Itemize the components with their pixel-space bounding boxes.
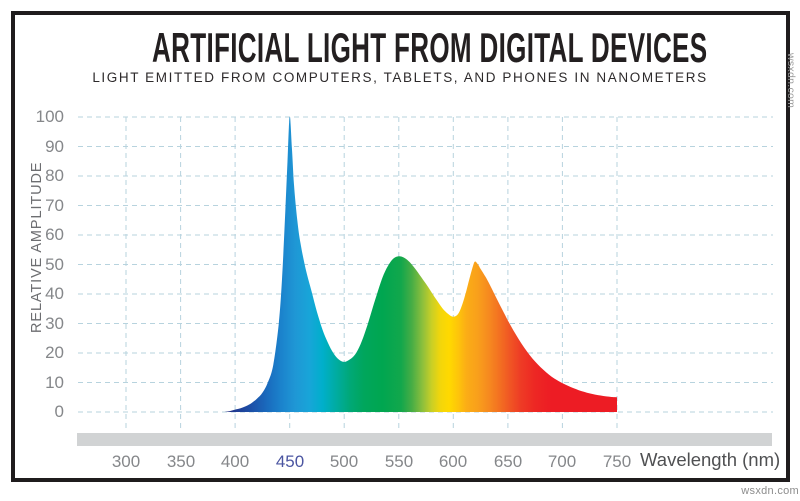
x-tick-label-300: 300 xyxy=(111,452,141,471)
y-tick-label-20: 20 xyxy=(45,343,64,362)
chart-frame xyxy=(11,11,790,482)
y-tick-label-100: 100 xyxy=(35,107,64,126)
y-tick-label-0: 0 xyxy=(54,402,64,421)
x-tick-label-550: 550 xyxy=(384,452,414,471)
x-tick-label-700: 700 xyxy=(547,452,577,471)
y-tick-label-40: 40 xyxy=(45,284,64,303)
y-tick-label-60: 60 xyxy=(45,225,64,244)
x-axis-title: Wavelength (nm) xyxy=(640,449,781,470)
y-tick-label-10: 10 xyxy=(45,373,64,392)
watermark-right-side: wsxdn.com xyxy=(785,53,797,109)
emission-spectrum-area xyxy=(224,116,617,412)
y-tick-label-30: 30 xyxy=(45,314,64,333)
watermark-bottom-right: wsxdn.com xyxy=(741,485,799,497)
y-tick-label-50: 50 xyxy=(45,255,64,274)
x-tick-label-750: 750 xyxy=(602,452,632,471)
x-tick-label-450: 450 xyxy=(275,452,305,471)
x-tick-label-650: 650 xyxy=(493,452,523,471)
y-tick-label-80: 80 xyxy=(45,166,64,185)
x-axis-strip xyxy=(77,433,772,446)
chart-title: ARTIFICIAL LIGHT FROM DIGITAL DEVICES xyxy=(152,24,708,71)
chart-subtitle: LIGHT EMITTED FROM COMPUTERS, TABLETS, A… xyxy=(92,70,708,85)
y-tick-label-70: 70 xyxy=(45,196,64,215)
x-tick-label-600: 600 xyxy=(438,452,468,471)
x-tick-label-400: 400 xyxy=(220,452,250,471)
x-tick-label-350: 350 xyxy=(166,452,196,471)
y-tick-label-90: 90 xyxy=(45,137,64,156)
x-tick-label-500: 500 xyxy=(329,452,359,471)
